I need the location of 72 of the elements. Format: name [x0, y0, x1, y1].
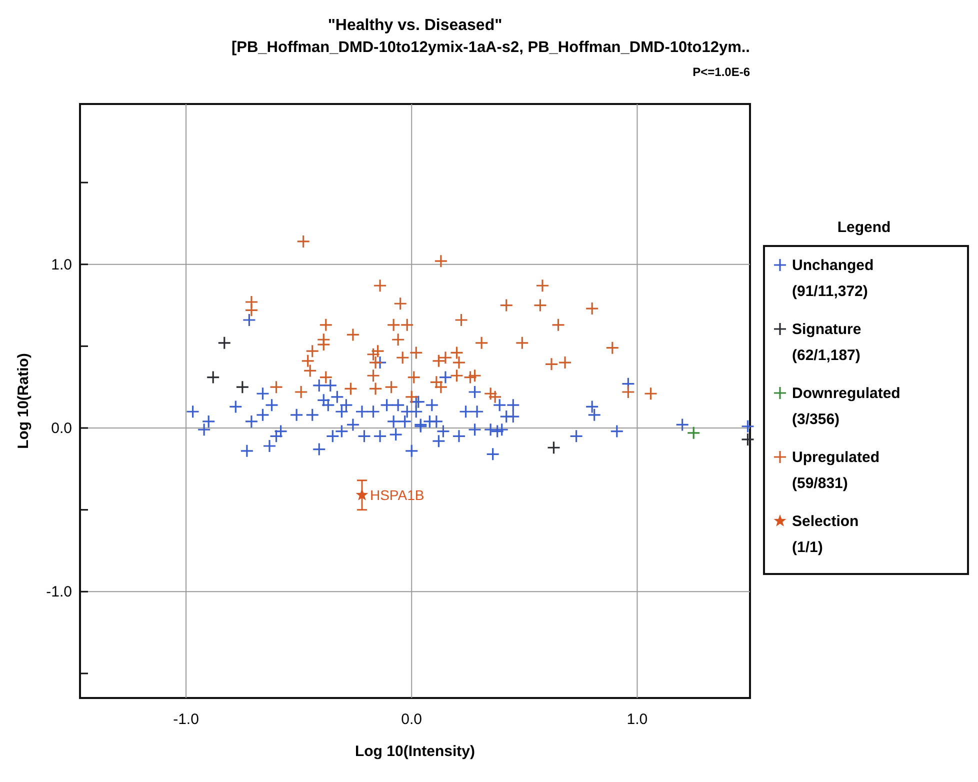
point: [296, 234, 310, 248]
point: [368, 356, 382, 370]
point: [316, 338, 330, 352]
point: [407, 370, 421, 384]
point: [686, 426, 700, 440]
point: [346, 328, 360, 342]
point: [454, 313, 468, 327]
point: [409, 346, 423, 360]
point: [452, 356, 466, 370]
point: [391, 332, 405, 346]
point: [236, 380, 250, 394]
point: [606, 341, 620, 355]
point: [366, 368, 380, 382]
point: [468, 368, 482, 382]
point: [432, 354, 446, 368]
point: [344, 382, 358, 396]
point: [621, 385, 635, 399]
y-tick-label: 0.0: [51, 420, 72, 437]
legend-label: Upregulated (59/831): [792, 449, 880, 492]
point: [740, 432, 755, 446]
point: [396, 350, 410, 364]
point: [306, 344, 320, 358]
point: [450, 368, 464, 382]
point: [438, 350, 452, 364]
point: [434, 254, 448, 268]
point: [366, 348, 380, 362]
x-tick-label: 0.0: [401, 711, 422, 728]
point: [386, 318, 400, 332]
point: [373, 278, 387, 292]
legend-label: Signature (62/1,187): [792, 321, 862, 364]
point: [515, 336, 529, 350]
point: [244, 303, 258, 317]
point: [384, 380, 398, 394]
y-tick-label: -1.0: [46, 584, 72, 601]
point: [400, 318, 414, 332]
point: [303, 364, 317, 378]
y-tick-label: 1.0: [51, 256, 72, 274]
text: P<=1.0E-6: [692, 65, 750, 79]
legend-label: Selection (1/1): [792, 513, 859, 556]
point: [206, 370, 220, 384]
x-tick-label: 1.0: [626, 711, 648, 728]
y-axis-title: Log 10(Ratio): [15, 353, 32, 449]
point: [404, 390, 418, 404]
point: [368, 382, 382, 396]
point: [644, 386, 658, 400]
point: [370, 344, 385, 358]
legend-label: Downregulated (3/356): [792, 385, 900, 428]
point: [218, 336, 232, 350]
point: [301, 354, 315, 368]
point: [394, 296, 408, 310]
x-axis-title: Log 10(Intensity): [354, 743, 476, 760]
legend-label: Unchanged (91/11,372): [792, 257, 874, 300]
point: [533, 298, 547, 312]
point: [319, 318, 333, 332]
point: [269, 380, 284, 394]
point: [500, 298, 514, 312]
point: [474, 336, 488, 350]
point: [546, 440, 561, 454]
point: [551, 318, 566, 332]
point: [450, 346, 464, 360]
chart-subtitle: [PB_Hoffman_DMD-10to12ymix-1aA-s2, PB_Hoffman_DMD-10to12ym..: [231, 39, 750, 56]
point: [294, 385, 308, 399]
point: [463, 370, 478, 384]
chart-title: "Healthy vs. Diseased": [328, 17, 502, 34]
point: [544, 357, 558, 371]
annotation: HSPA1B: [370, 487, 424, 504]
point: [536, 278, 550, 292]
legend-title: Legend: [837, 219, 891, 236]
x-tick-label: -1.0: [173, 711, 199, 728]
point: [558, 356, 572, 370]
point: [585, 302, 599, 316]
point: [319, 370, 333, 384]
